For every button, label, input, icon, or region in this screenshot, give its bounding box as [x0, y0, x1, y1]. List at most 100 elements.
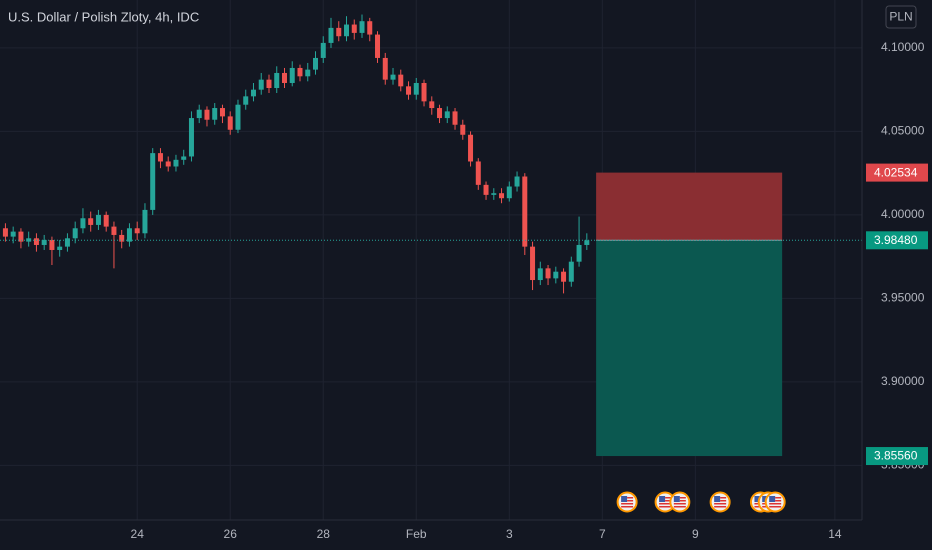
candle-body — [235, 104, 241, 130]
candle-body — [10, 231, 16, 237]
target-zone — [596, 240, 783, 457]
candle-body — [18, 231, 24, 242]
x-tick-label: 7 — [599, 527, 606, 541]
candle-body — [390, 74, 396, 80]
candle-body — [64, 238, 70, 247]
event-marker[interactable] — [669, 491, 691, 513]
candle-body — [336, 27, 342, 37]
candle-body — [382, 57, 388, 80]
plot-area — [0, 14, 862, 513]
flag-stripe — [627, 497, 634, 499]
candle-body — [406, 86, 412, 95]
flag-stripe — [714, 503, 727, 505]
candle-body — [530, 246, 536, 281]
candle-body — [305, 69, 311, 77]
price-label-bg — [866, 163, 928, 182]
candle-body — [444, 111, 450, 119]
candle-body — [537, 268, 543, 281]
flag-stripe — [659, 503, 672, 505]
flag-stripe — [679, 497, 686, 499]
candle-body — [297, 67, 303, 77]
candle-body — [150, 153, 156, 210]
candle-body — [506, 186, 512, 199]
candle-body — [26, 238, 32, 242]
x-tick-label: 3 — [506, 527, 513, 541]
flag-stripe — [769, 506, 782, 508]
candle-body — [328, 27, 334, 43]
y-tick-label: 4.00000 — [881, 207, 925, 221]
flag-canton — [621, 496, 628, 502]
candle-body — [204, 109, 210, 120]
flag-canton — [754, 496, 761, 502]
flag-stripe — [673, 503, 686, 505]
currency-box[interactable] — [885, 5, 917, 29]
flag-stripe — [769, 503, 782, 505]
candle-body — [561, 271, 567, 282]
candle-body — [227, 116, 233, 130]
candle-body — [568, 261, 574, 282]
flag-canton — [659, 496, 666, 502]
flag-stripe — [665, 497, 672, 499]
candle-body — [475, 161, 481, 185]
candle-body — [576, 244, 582, 262]
candle-body — [289, 67, 295, 83]
y-tick-label: 3.95000 — [881, 291, 925, 305]
flag-stripe — [775, 497, 782, 499]
candle-body — [514, 176, 520, 187]
event-marker[interactable] — [764, 491, 786, 513]
x-tick-label: 24 — [131, 527, 145, 541]
chart-title: U.S. Dollar / Polish Zloty, 4h, IDC — [8, 9, 199, 24]
candle-body — [584, 240, 590, 245]
candle-body — [80, 218, 86, 229]
candle-body — [429, 101, 435, 109]
candle-body — [320, 42, 326, 58]
candle-body — [359, 21, 365, 33]
candle-body — [243, 96, 249, 105]
candle-body — [351, 24, 357, 33]
y-tick-label: 4.05000 — [881, 124, 925, 138]
candle-body — [157, 153, 163, 162]
x-tick-label: Feb — [406, 527, 427, 541]
currency-label[interactable]: PLN — [889, 10, 912, 24]
candle-body — [72, 228, 78, 239]
candle-body — [413, 82, 419, 95]
candle-body — [367, 21, 373, 35]
candle-body — [49, 239, 55, 250]
candle-body — [196, 109, 202, 119]
event-marker[interactable] — [709, 491, 731, 513]
candle-body — [126, 228, 132, 242]
flag-stripe — [673, 506, 686, 508]
price-label-bg — [866, 447, 928, 466]
candle-body — [134, 228, 140, 234]
x-tick-label: 26 — [224, 527, 238, 541]
x-tick-label: 14 — [828, 527, 842, 541]
candle-body — [258, 79, 264, 90]
candle-body — [274, 72, 280, 89]
y-tick-label: 3.90000 — [881, 374, 925, 388]
candle-body — [2, 228, 8, 237]
flag-stripe — [714, 506, 727, 508]
candle-body — [499, 193, 505, 199]
axes: 4.100004.050004.000003.950003.900003.850… — [131, 40, 928, 541]
x-tick-label: 28 — [317, 527, 331, 541]
candle-body — [142, 209, 148, 234]
candle-body — [468, 134, 474, 162]
candle-body — [212, 108, 218, 120]
event-marker[interactable] — [616, 491, 638, 513]
x-tick-label: 9 — [692, 527, 699, 541]
candle-body — [173, 159, 179, 167]
candle-body — [250, 89, 256, 97]
price-label: 4.02534 — [874, 165, 918, 179]
candle-body — [181, 156, 187, 160]
price-label: 3.85560 — [874, 449, 918, 463]
candle-body — [41, 239, 47, 245]
candle-body — [553, 271, 559, 279]
flag-canton — [769, 496, 776, 502]
candle-body — [375, 34, 381, 58]
candle-body — [344, 24, 350, 37]
candle-body — [188, 118, 194, 157]
candle-body — [522, 176, 528, 247]
